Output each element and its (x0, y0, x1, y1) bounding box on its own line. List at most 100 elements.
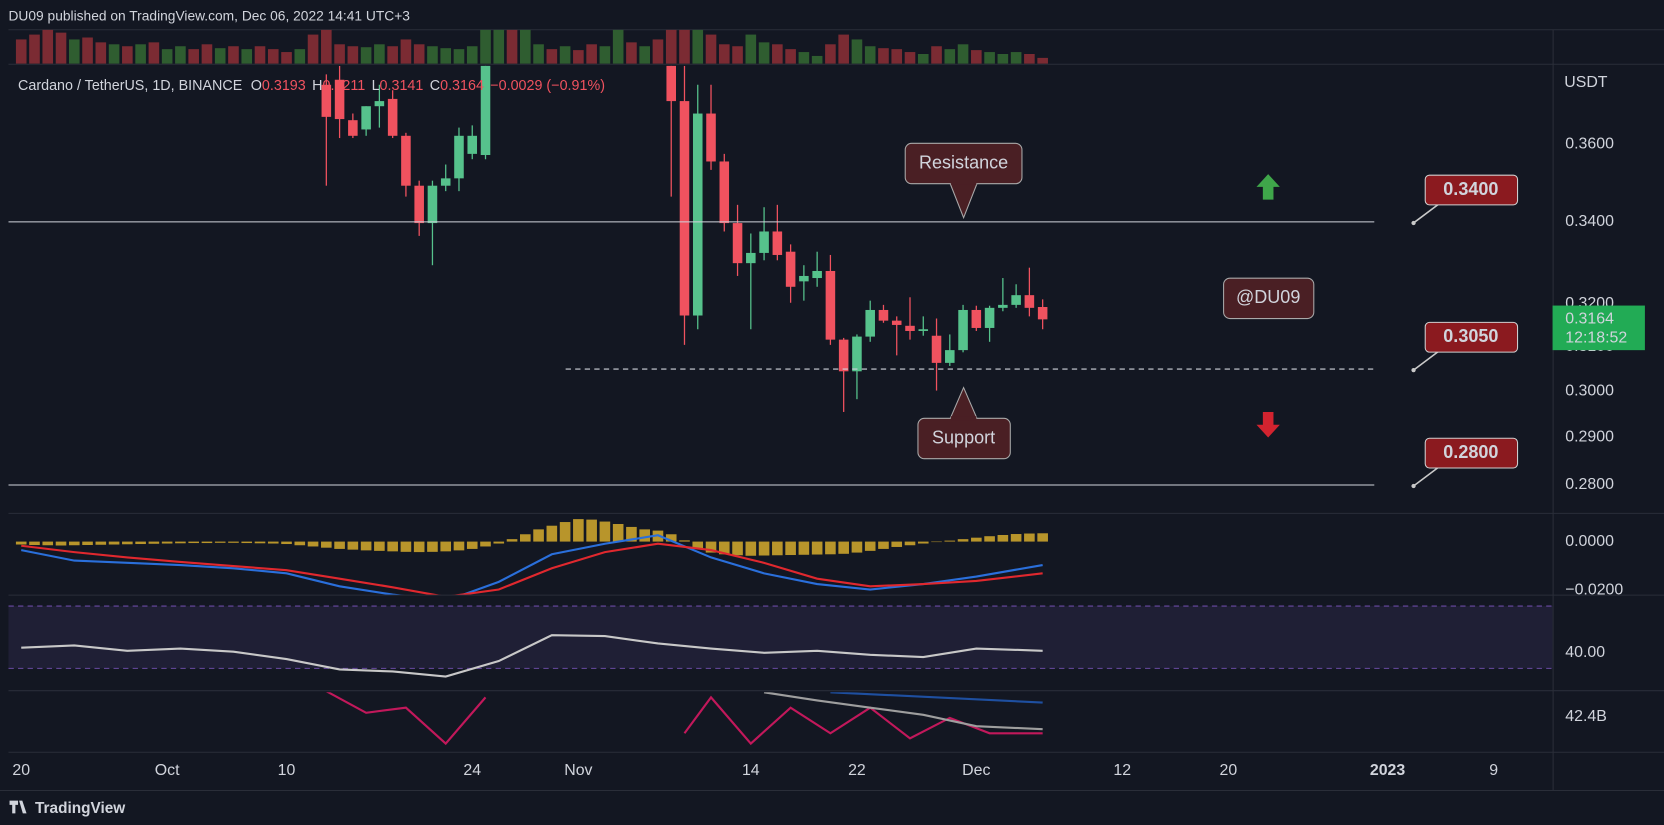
macd-histogram-bar (29, 541, 40, 546)
candle-body (1024, 295, 1035, 308)
macd-histogram-bar (679, 540, 690, 542)
candle-body (401, 135, 411, 186)
macd-histogram-bar (1010, 534, 1022, 542)
macd-histogram-bar (307, 541, 319, 547)
volume-bar (732, 46, 743, 64)
level-pointer-dot (1411, 368, 1416, 373)
macd-histogram-bar (626, 526, 637, 542)
y-tick-label: 0.3000 (1565, 383, 1614, 400)
resistance-callout: Resistance (904, 142, 1023, 220)
macd-histogram-bar (427, 541, 438, 552)
macd-histogram-bar (825, 541, 836, 555)
x-tick-label: 10 (278, 762, 296, 779)
candle-body (666, 65, 676, 102)
macd-histogram-bar (957, 539, 969, 542)
y-tick-label: 42.4B (1565, 708, 1607, 725)
candle-body (759, 231, 769, 253)
volume-bar (758, 42, 770, 64)
ohlc-value: 0.3193 (262, 78, 306, 94)
volume-bar (997, 53, 1009, 64)
volume-bar (427, 46, 438, 64)
rsi-band-fill (8, 606, 1553, 669)
change: −0.0029 (−0.91%) (490, 78, 605, 94)
candle-body (772, 231, 783, 255)
volume-bar (68, 39, 80, 64)
volume-bar (95, 42, 107, 64)
macd-histogram-bar (705, 541, 717, 553)
y-tick-label: −0.0200 (1565, 582, 1623, 599)
macd-histogram-bar (586, 519, 597, 542)
macd-histogram-bar (135, 541, 146, 545)
volume-bar (228, 46, 239, 64)
macd-histogram-bar (692, 541, 704, 549)
legend: Cardano / TetherUS, 1D, BINANCE O0.3193 H0… (18, 78, 605, 94)
candle-body (467, 135, 478, 154)
author-callout: @DU09 (1223, 277, 1315, 320)
macd-histogram-bar (480, 541, 491, 547)
volume-bar (148, 42, 160, 64)
macd-histogram-bar (15, 541, 27, 545)
pane-borders (0, 29, 1664, 792)
candle-body (692, 113, 703, 316)
macd-histogram-bar (400, 541, 412, 552)
macd-histogram-bar (321, 541, 332, 548)
lower-line (763, 692, 1043, 731)
macd-histogram-bar (944, 540, 956, 542)
candle-body (958, 309, 968, 351)
price-pane (8, 65, 1375, 486)
candle-body (348, 120, 358, 136)
volume-bar (904, 52, 916, 64)
volume-bar (135, 44, 146, 64)
macd-histogram-bar (374, 541, 385, 551)
candle-body (984, 307, 995, 328)
candle-body (878, 309, 889, 321)
x-tick-label: Dec (962, 762, 990, 779)
volume-bar (626, 42, 637, 64)
y-tick-label: 0.2900 (1565, 429, 1614, 446)
macd-histogram-bar (533, 529, 544, 542)
candle-body (825, 270, 836, 340)
candle-body (454, 135, 464, 179)
macd-histogram-bar (42, 541, 54, 546)
volume-bar (400, 39, 412, 64)
macd-histogram-bar (148, 541, 160, 544)
volume-bar (321, 29, 332, 64)
level-tag (1424, 437, 1519, 469)
level-tag-label: 0.2800 (1443, 442, 1498, 462)
candle-body (785, 251, 796, 287)
volume-bar (851, 39, 863, 64)
macd-histogram-bar (82, 541, 93, 546)
candle-body (387, 98, 398, 136)
candle-body (480, 65, 491, 156)
macd-histogram-bar (214, 541, 226, 543)
y-tick-label: 0.3600 (1565, 136, 1614, 153)
x-tick-label: 20 (12, 762, 30, 779)
candle-body (918, 329, 929, 331)
volume-bar (453, 49, 465, 64)
ohlc-letter: O (251, 78, 262, 94)
price-tag-value: 0.3164 (1565, 311, 1614, 328)
candle-body (865, 309, 875, 337)
macd-histogram-bar (599, 521, 611, 542)
candle-body (414, 185, 424, 224)
candle-body (891, 320, 902, 325)
ohlc-value: 0.3164 (440, 78, 484, 94)
level-pointer (1413, 203, 1440, 224)
macd-histogram-bar (878, 541, 889, 549)
volume-bar (254, 46, 266, 64)
macd-histogram-bar (108, 541, 120, 545)
volume-bar (772, 44, 783, 64)
macd-histogram-bar (254, 541, 266, 544)
volume-bar (586, 44, 597, 64)
macd-histogram-bar (732, 541, 743, 556)
macd-histogram-bar (175, 541, 186, 544)
macd-histogram-bar (413, 541, 425, 553)
y-tick-label: 0.2800 (1565, 476, 1614, 493)
macd-histogram-bar (122, 541, 133, 545)
candle-body (852, 336, 862, 372)
lower-line (830, 692, 1043, 704)
candle-body (321, 84, 332, 117)
volume-bar (241, 49, 253, 64)
volume-bar (15, 39, 27, 64)
